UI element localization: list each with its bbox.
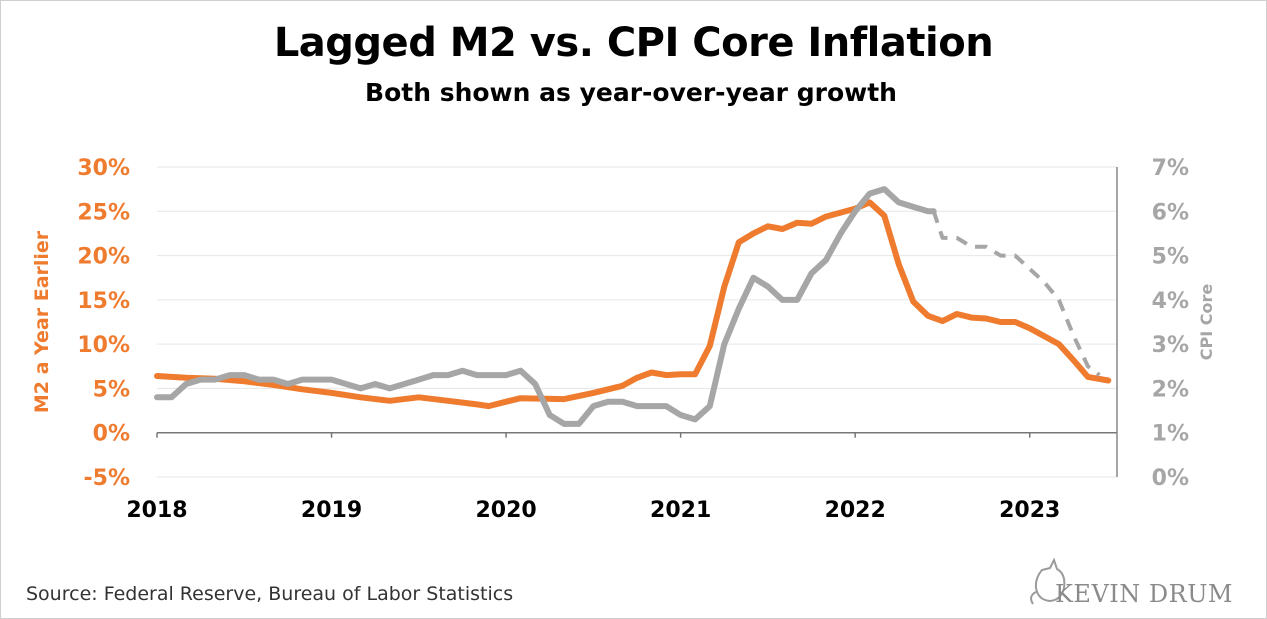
x-tick-label: 2022	[825, 498, 886, 523]
tick-labels: -5% 0% 5% 10% 15% 20% 25% 30% 0% 1% 2% 3% 4% 5% 6% 7% 20…	[31, 156, 1216, 523]
kevin-drum-logo: KEVIN DRUM	[1030, 558, 1234, 608]
grid-lines	[157, 166, 1117, 478]
x-tick-label: 2018	[126, 498, 187, 523]
left-tick-label: 10%	[77, 333, 130, 358]
left-tick-label: 0%	[93, 422, 130, 447]
source-note: Source: Federal Reserve, Bureau of Labor…	[26, 583, 514, 605]
axes	[156, 167, 1118, 477]
x-tick-label: 2020	[475, 498, 536, 523]
right-tick-label: 1%	[1152, 422, 1189, 447]
chart-title: Lagged M2 vs. CPI Core Inflation	[273, 20, 994, 66]
right-tick-label: 5%	[1152, 245, 1189, 270]
logo-text: KEVIN DRUM	[1055, 580, 1234, 608]
right-axis-title: CPI Core	[1197, 284, 1216, 361]
cpi-core-projected-line	[931, 210, 1101, 377]
right-tick-label: 4%	[1152, 289, 1189, 314]
series-lines	[154, 186, 1112, 427]
left-tick-label: 25%	[77, 200, 130, 225]
right-tick-label: 7%	[1152, 156, 1189, 181]
left-tick-label: 20%	[77, 245, 130, 270]
right-tick-label: 6%	[1152, 200, 1189, 225]
left-tick-label: -5%	[84, 466, 130, 491]
left-tick-label: 30%	[77, 156, 130, 181]
cat-logo-icon	[1030, 558, 1066, 605]
right-tick-label: 0%	[1152, 466, 1189, 491]
x-tick-label: 2019	[301, 498, 362, 523]
cpi-core-line	[154, 186, 937, 427]
x-tick-label: 2023	[999, 498, 1060, 523]
x-tick-label: 2021	[650, 498, 711, 523]
m2-lagged-line	[154, 199, 1112, 410]
left-tick-label: 15%	[77, 289, 130, 314]
chart-subtitle: Both shown as year-over-year growth	[365, 78, 897, 107]
line-chart: -5% 0% 5% 10% 15% 20% 25% 30% 0% 1% 2% 3% 4% 5% 6% 7% 20…	[31, 156, 1216, 523]
left-axis-title: M2 a Year Earlier	[31, 230, 53, 413]
left-tick-label: 5%	[93, 377, 130, 402]
right-tick-label: 2%	[1152, 377, 1189, 402]
right-tick-label: 3%	[1152, 333, 1189, 358]
